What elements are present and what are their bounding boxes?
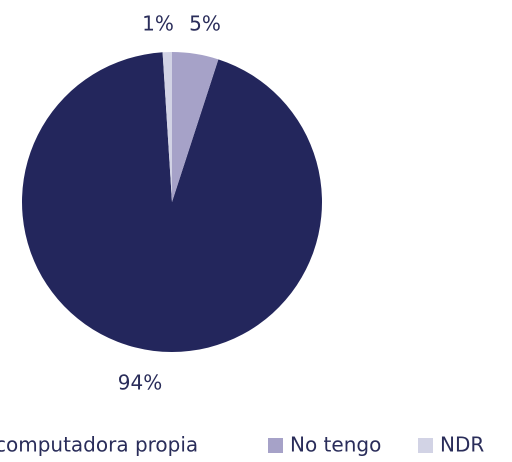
legend-label: computadora propia bbox=[0, 433, 198, 457]
legend-label: NDR bbox=[440, 433, 484, 457]
legend-label: No tengo bbox=[290, 433, 381, 457]
pie-slice bbox=[22, 52, 323, 352]
pie-slice bbox=[172, 52, 219, 202]
legend-swatch bbox=[418, 438, 433, 453]
pie-slice bbox=[162, 52, 172, 202]
data-label: 1% bbox=[142, 12, 174, 36]
data-label: 94% bbox=[118, 371, 162, 395]
data-label: 5% bbox=[189, 12, 221, 36]
legend-swatch bbox=[268, 438, 283, 453]
